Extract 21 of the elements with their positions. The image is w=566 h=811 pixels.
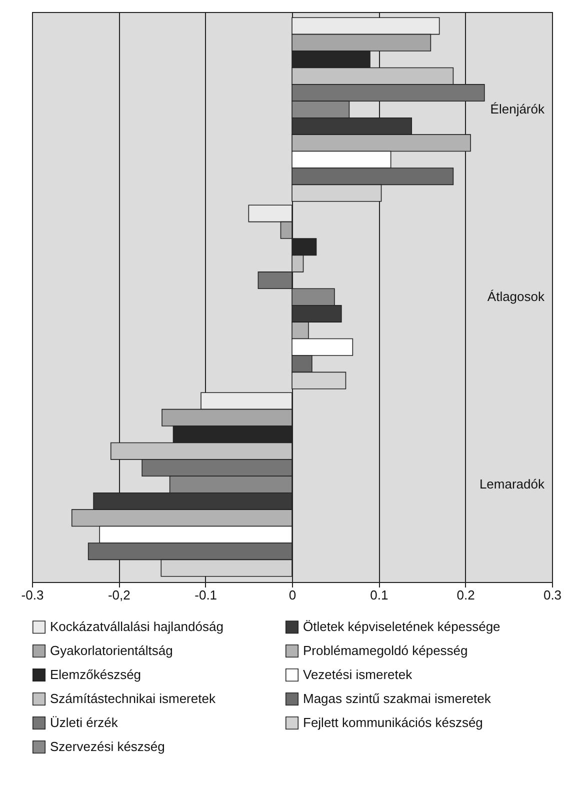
x-tick-label: 0.3 [543,588,562,602]
y-tick-label: Átlagosok [487,289,545,304]
legend-label: Magas szintű szakmai ismeretek [303,691,492,706]
x-tick-label: -0.1 [194,588,218,602]
legend-label: Gyakorlatorientáltság [50,643,173,658]
legend-label: Szervezési készség [50,739,165,754]
legend-label: Problémamegoldó képesség [303,643,468,658]
legend-label: Kockázatvállalási hajlandóság [50,619,224,634]
legend-label: Vezetési ismeretek [303,667,413,682]
legend-label: Elemzőkészség [50,667,142,682]
legend-label: Üzleti érzék [50,715,118,730]
y-tick-label: Élenjárók [490,102,545,116]
y-tick-label: Lemaradók [479,476,545,492]
legend-label: Fejlett kommunikációs készség [303,715,483,730]
x-tick-label: -0,2 [108,588,130,602]
x-tick-label: 0 [288,588,296,602]
legend-label: Ötletek képviseletének képessége [303,619,500,634]
x-tick-label: -0.3 [21,588,44,602]
x-tick-label: 0.1 [370,588,388,602]
x-tick-label: 0.2 [456,588,475,602]
legend-label: Számítástechnikai ismeretek [50,691,216,706]
